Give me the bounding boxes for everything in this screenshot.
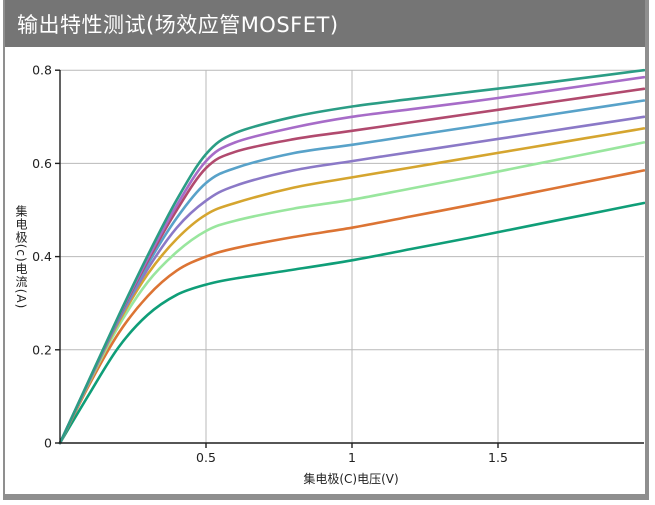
y-tick-label-0.4: 0.4 — [32, 249, 52, 264]
title-bar: 输出特性测试(场效应管MOSFET) — [5, 0, 645, 47]
series-line-s3 — [58, 141, 645, 445]
y-tick-label-0.2: 0.2 — [32, 342, 52, 357]
y-axis-label: 集电极(c)电流(A) — [14, 204, 28, 310]
y-tick-label-0.6: 0.6 — [32, 156, 52, 171]
app-window: 输出特性测试(场效应管MOSFET) 0 0.2 0.4 0.6 0.8 0.5 1 1.5 … — [3, 0, 649, 500]
chart-area: 0 0.2 0.4 0.6 0.8 0.5 1 1.5 集电极(c)电流(A) 集电极(C)电… — [5, 47, 645, 494]
output-characteristic-chart: 0 0.2 0.4 0.6 0.8 0.5 1 1.5 — [32, 63, 645, 465]
y-tick-label-0: 0 — [44, 436, 52, 451]
page-title: 输出特性测试(场效应管MOSFET) — [17, 12, 339, 37]
series-line-s2 — [58, 169, 645, 445]
series-line-s9 — [58, 68, 645, 445]
x-tick-label-0.5: 0.5 — [196, 450, 216, 465]
series-line-s1 — [58, 201, 645, 445]
y-tick-label-0.8: 0.8 — [32, 63, 52, 78]
x-tick-label-1.5: 1.5 — [488, 450, 508, 465]
x-axis-label: 集电极(C)电压(V) — [303, 472, 399, 486]
x-tick-label-1: 1 — [348, 450, 356, 465]
